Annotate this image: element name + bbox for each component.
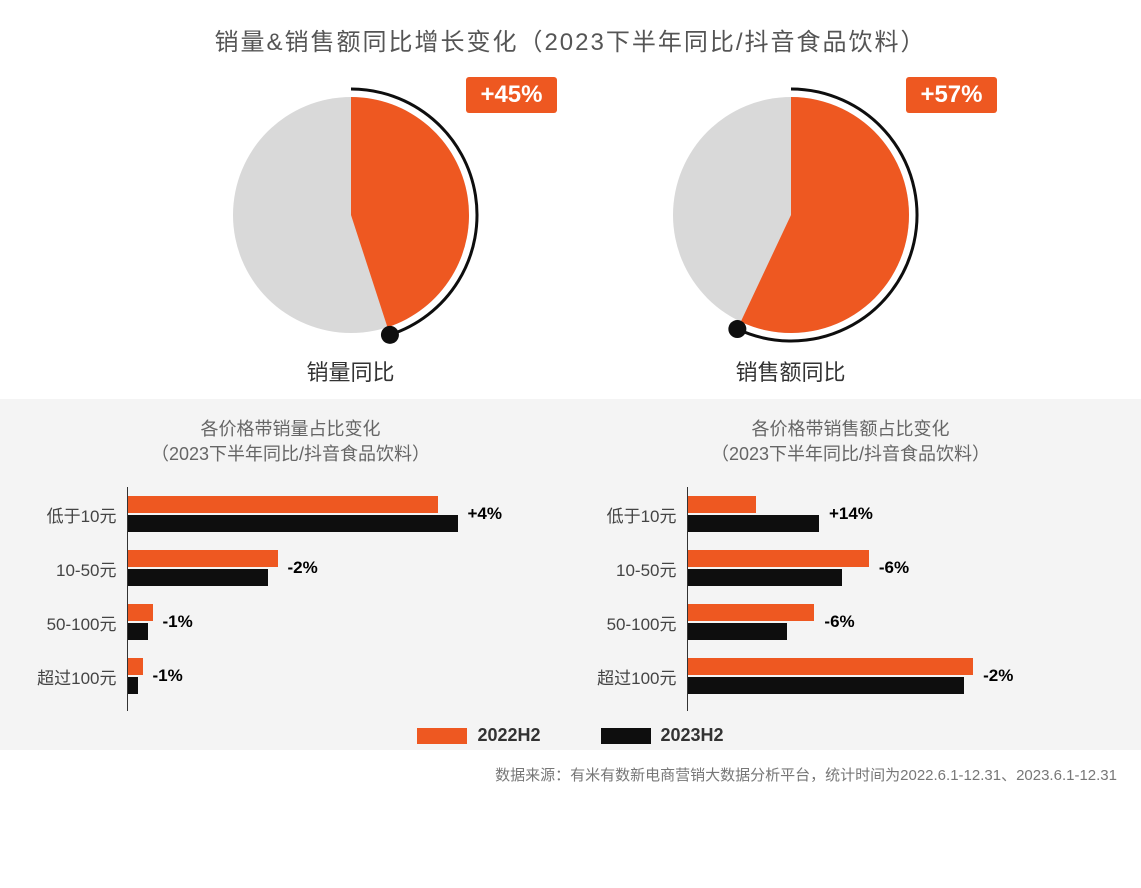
legend-item-2023: 2023H2 bbox=[601, 725, 724, 746]
legend-swatch-icon bbox=[601, 728, 651, 744]
bar-2022 bbox=[688, 550, 869, 567]
pie-label: 销售额同比 bbox=[735, 355, 845, 387]
bar-2023 bbox=[128, 677, 138, 694]
legend: 2022H2 2023H2 bbox=[0, 725, 1141, 746]
bar-category-label: 低于10元 bbox=[591, 502, 687, 527]
bar-category-label: 低于10元 bbox=[31, 502, 127, 527]
lower-section: 各价格带销量占比变化 （2023下半年同比/抖音食品饮料） 低于10元 +4% 10… bbox=[0, 399, 1141, 750]
bar-change-label: +4% bbox=[468, 504, 503, 524]
bar-category-label: 10-50元 bbox=[591, 556, 687, 581]
bar-body: 低于10元 +4% 10-50元 -2% 50-100元 -1% 超过100元 -1% bbox=[31, 487, 551, 711]
bar-title-line2: （2023下半年同比/抖音食品饮料） bbox=[151, 444, 430, 464]
bar-change-label: -6% bbox=[824, 612, 854, 632]
pie-chart-icon bbox=[221, 85, 481, 345]
bar-row: 低于10元 +4% bbox=[31, 487, 551, 541]
bar-row: 50-100元 -1% bbox=[31, 595, 551, 649]
legend-label: 2022H2 bbox=[477, 725, 540, 746]
bar-charts-row: 各价格带销量占比变化 （2023下半年同比/抖音食品饮料） 低于10元 +4% 10… bbox=[0, 417, 1141, 711]
bar-change-label: -6% bbox=[879, 558, 909, 578]
bar-2023 bbox=[688, 515, 819, 532]
bar-plot-area: -1% bbox=[127, 595, 551, 649]
bar-2022 bbox=[688, 604, 815, 621]
bar-change-label: -2% bbox=[288, 558, 318, 578]
bar-chart-volume-share: 各价格带销量占比变化 （2023下半年同比/抖音食品饮料） 低于10元 +4% 10… bbox=[31, 417, 551, 711]
bar-row: 低于10元 +14% bbox=[591, 487, 1111, 541]
bar-plot-area: -6% bbox=[687, 595, 1111, 649]
bar-chart-title: 各价格带销量占比变化 （2023下半年同比/抖音食品饮料） bbox=[31, 417, 551, 467]
bar-chart-amount-share: 各价格带销售额占比变化 （2023下半年同比/抖音食品饮料） 低于10元 +14%… bbox=[591, 417, 1111, 711]
bar-change-label: -2% bbox=[983, 666, 1013, 686]
bar-2022 bbox=[688, 658, 974, 675]
pie-chart-icon bbox=[661, 85, 921, 345]
pie-label: 销量同比 bbox=[306, 355, 394, 387]
bar-2023 bbox=[688, 569, 842, 586]
bar-change-label: -1% bbox=[163, 612, 193, 632]
bar-title-line1: 各价格带销售额占比变化 bbox=[752, 419, 950, 439]
growth-badge: +45% bbox=[466, 77, 556, 113]
bar-2022 bbox=[128, 604, 153, 621]
page-title: 销量&销售额同比增长变化（2023下半年同比/抖音食品饮料） bbox=[0, 0, 1141, 57]
bar-2022 bbox=[128, 550, 278, 567]
bar-row: 超过100元 -1% bbox=[31, 649, 551, 703]
legend-label: 2023H2 bbox=[661, 725, 724, 746]
bar-category-label: 50-100元 bbox=[591, 610, 687, 635]
bar-plot-area: -1% bbox=[127, 649, 551, 703]
bar-2022 bbox=[688, 496, 756, 513]
bar-row: 10-50元 -2% bbox=[31, 541, 551, 595]
bar-body: 低于10元 +14% 10-50元 -6% 50-100元 -6% 超过100元 -2% bbox=[591, 487, 1111, 711]
bar-category-label: 50-100元 bbox=[31, 610, 127, 635]
data-source-footer: 数据来源：有米有数新电商营销大数据分析平台，统计时间为2022.6.1-12.3… bbox=[0, 750, 1141, 785]
bar-row: 10-50元 -6% bbox=[591, 541, 1111, 595]
bar-2022 bbox=[128, 496, 438, 513]
bar-2023 bbox=[128, 515, 458, 532]
bar-row: 50-100元 -6% bbox=[591, 595, 1111, 649]
bar-2023 bbox=[688, 623, 788, 640]
pie-row: +45% 销量同比 +57% 销售额同比 bbox=[0, 85, 1141, 387]
bar-2023 bbox=[688, 677, 965, 694]
bar-plot-area: -6% bbox=[687, 541, 1111, 595]
bar-change-label: -1% bbox=[153, 666, 183, 686]
bar-category-label: 超过100元 bbox=[591, 664, 687, 689]
pie-sales-amount: +57% 销售额同比 bbox=[661, 85, 921, 387]
bar-plot-area: -2% bbox=[127, 541, 551, 595]
bar-plot-area: -2% bbox=[687, 649, 1111, 703]
bar-category-label: 超过100元 bbox=[31, 664, 127, 689]
legend-item-2022: 2022H2 bbox=[417, 725, 540, 746]
pie-wrap: +57% bbox=[661, 85, 921, 345]
bar-2023 bbox=[128, 623, 148, 640]
bar-2022 bbox=[128, 658, 143, 675]
bar-chart-title: 各价格带销售额占比变化 （2023下半年同比/抖音食品饮料） bbox=[591, 417, 1111, 467]
bar-category-label: 10-50元 bbox=[31, 556, 127, 581]
bar-title-line2: （2023下半年同比/抖音食品饮料） bbox=[711, 444, 990, 464]
bar-plot-area: +14% bbox=[687, 487, 1111, 541]
growth-badge: +57% bbox=[906, 77, 996, 113]
pie-sales-volume: +45% 销量同比 bbox=[221, 85, 481, 387]
bar-plot-area: +4% bbox=[127, 487, 551, 541]
bar-change-label: +14% bbox=[829, 504, 873, 524]
legend-swatch-icon bbox=[417, 728, 467, 744]
bar-title-line1: 各价格带销量占比变化 bbox=[201, 419, 381, 439]
bar-row: 超过100元 -2% bbox=[591, 649, 1111, 703]
bar-2023 bbox=[128, 569, 268, 586]
pie-wrap: +45% bbox=[221, 85, 481, 345]
